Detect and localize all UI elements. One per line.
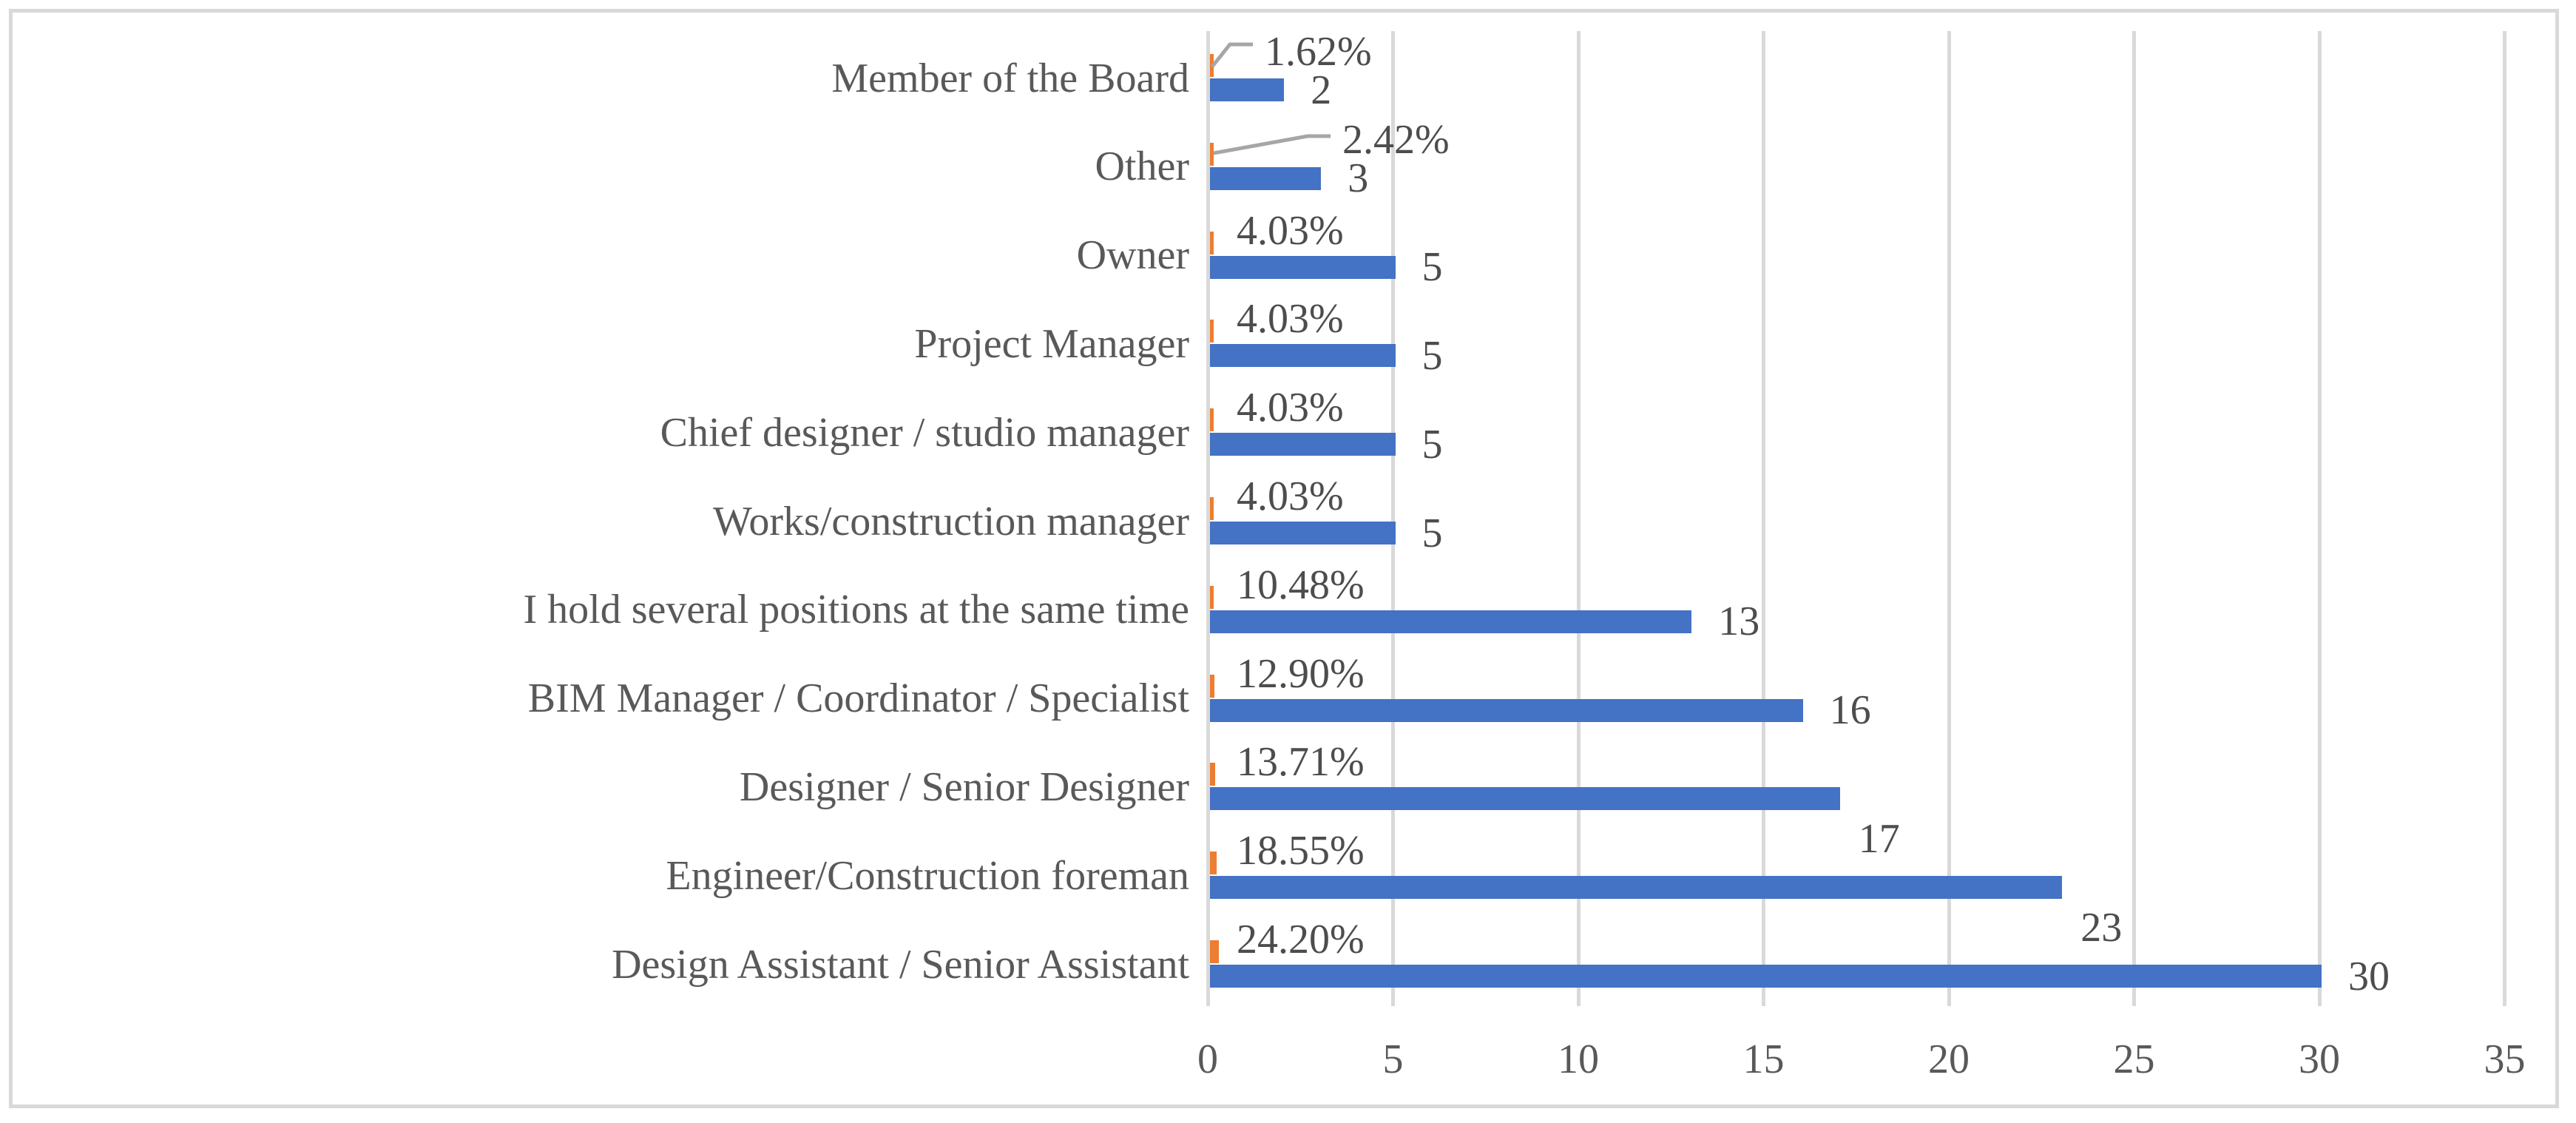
- gridline: [2503, 31, 2506, 1006]
- category-label: BIM Manager / Coordinator / Specialist: [527, 675, 1189, 722]
- count-data-label: 5: [1421, 244, 1443, 291]
- chart-frame: [9, 9, 2559, 1108]
- count-bar: [1210, 344, 1396, 368]
- category-label: Owner: [1076, 232, 1189, 279]
- x-tick-label: 20: [1928, 1036, 1970, 1082]
- count-data-label: 16: [1829, 687, 1871, 734]
- count-data-label: 5: [1421, 510, 1443, 556]
- percent-data-label: 4.03%: [1237, 385, 1344, 431]
- percent-data-label: 24.20%: [1237, 917, 1365, 962]
- count-bar: [1210, 433, 1396, 456]
- percent-data-label: 18.55%: [1237, 828, 1365, 874]
- x-tick-label: 15: [1742, 1036, 1785, 1082]
- gridline: [2317, 31, 2322, 1006]
- gridline: [1391, 31, 1395, 1006]
- x-tick-label: 10: [1558, 1036, 1599, 1082]
- count-bar: [1210, 78, 1285, 101]
- x-tick-label: 0: [1197, 1036, 1218, 1082]
- value-axis-line: [1206, 31, 1210, 1006]
- x-tick-label: 25: [2113, 1036, 2155, 1082]
- percent-bar: [1210, 142, 1214, 166]
- count-data-label: 3: [1348, 155, 1369, 202]
- percent-bar: [1210, 320, 1214, 343]
- x-tick-label: 30: [2299, 1036, 2340, 1082]
- percent-bar: [1210, 231, 1214, 254]
- count-data-label: 2: [1311, 67, 1332, 113]
- count-bar: [1210, 698, 1803, 722]
- category-label: Other: [1095, 144, 1189, 190]
- gridline: [1762, 31, 1765, 1006]
- percent-bar: [1210, 54, 1214, 77]
- percent-data-label: 1.62%: [1265, 29, 1372, 75]
- count-data-label: 13: [1718, 598, 1760, 645]
- gridline: [1576, 31, 1581, 1006]
- category-label: I hold several positions at the same tim…: [523, 587, 1189, 633]
- percent-bar: [1210, 585, 1214, 609]
- count-data-label: 23: [2080, 904, 2123, 951]
- percent-data-label: 13.71%: [1237, 739, 1365, 786]
- percent-data-label: 12.90%: [1237, 650, 1365, 697]
- percent-data-label: 2.42%: [1342, 116, 1450, 163]
- percent-bar: [1210, 763, 1215, 786]
- count-bar: [1210, 610, 1692, 633]
- percent-data-label: 10.48%: [1237, 562, 1365, 608]
- percent-data-label: 4.03%: [1237, 296, 1344, 343]
- gridline: [2132, 31, 2136, 1006]
- category-label: Works/construction manager: [713, 498, 1189, 544]
- percent-data-label: 4.03%: [1237, 473, 1344, 519]
- category-label: Project Manager: [914, 320, 1189, 367]
- percent-bar: [1210, 408, 1214, 432]
- count-bar: [1210, 787, 1840, 811]
- count-bar: [1210, 876, 2063, 900]
- percent-data-label: 4.03%: [1237, 207, 1344, 254]
- count-bar: [1210, 166, 1322, 190]
- category-label: Member of the Board: [831, 55, 1189, 101]
- category-label: Chief designer / studio manager: [660, 409, 1189, 456]
- count-data-label: 5: [1421, 332, 1443, 379]
- category-label: Design Assistant / Senior Assistant: [612, 941, 1189, 988]
- x-tick-label: 5: [1382, 1036, 1404, 1082]
- percent-bar: [1210, 940, 1220, 963]
- percent-bar: [1210, 674, 1215, 698]
- percent-bar: [1210, 497, 1214, 520]
- count-bar: [1210, 965, 2322, 988]
- gridline: [1947, 31, 1951, 1006]
- count-data-label: 30: [2348, 953, 2390, 999]
- category-label: Designer / Senior Designer: [739, 763, 1189, 810]
- count-bar: [1210, 522, 1396, 544]
- count-data-label: 17: [1858, 815, 1900, 862]
- percent-bar: [1210, 851, 1217, 875]
- count-bar: [1210, 255, 1396, 279]
- x-tick-label: 35: [2484, 1036, 2526, 1082]
- category-label: Engineer/Construction foreman: [666, 852, 1189, 899]
- count-data-label: 5: [1421, 421, 1443, 468]
